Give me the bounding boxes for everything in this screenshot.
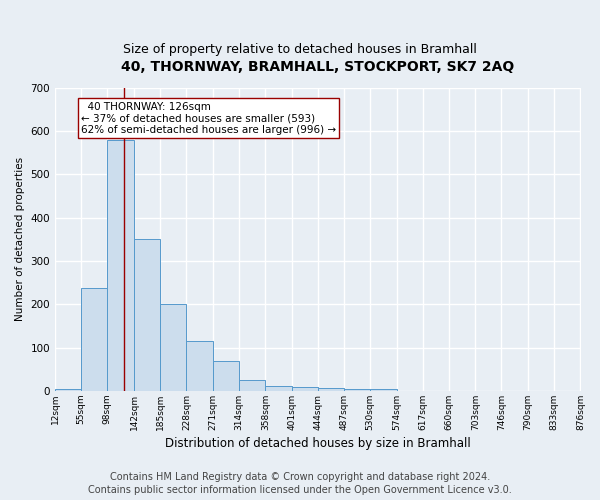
Bar (265, 386, 292, 391)
Y-axis label: Number of detached properties: Number of detached properties (15, 157, 25, 322)
X-axis label: Distribution of detached houses by size in Bramhall: Distribution of detached houses by size … (165, 437, 470, 450)
Text: Contains HM Land Registry data © Crown copyright and database right 2024.
Contai: Contains HM Land Registry data © Crown c… (88, 472, 512, 495)
Bar (318, 388, 344, 391)
Bar (239, 380, 265, 391)
Bar (212, 360, 239, 391)
Bar (107, 140, 134, 391)
Bar (160, 304, 187, 391)
Bar (292, 388, 318, 391)
Bar (344, 388, 370, 391)
Bar (81, 288, 107, 391)
Text: Size of property relative to detached houses in Bramhall: Size of property relative to detached ho… (123, 42, 477, 56)
Text: 40 THORNWAY: 126sqm
← 37% of detached houses are smaller (593)
62% of semi-detac: 40 THORNWAY: 126sqm ← 37% of detached ho… (81, 102, 337, 134)
Bar (370, 388, 397, 391)
Title: 40, THORNWAY, BRAMHALL, STOCKPORT, SK7 2AQ: 40, THORNWAY, BRAMHALL, STOCKPORT, SK7 2… (121, 60, 514, 74)
Bar (187, 341, 212, 391)
Bar (55, 388, 81, 391)
Bar (134, 240, 160, 391)
